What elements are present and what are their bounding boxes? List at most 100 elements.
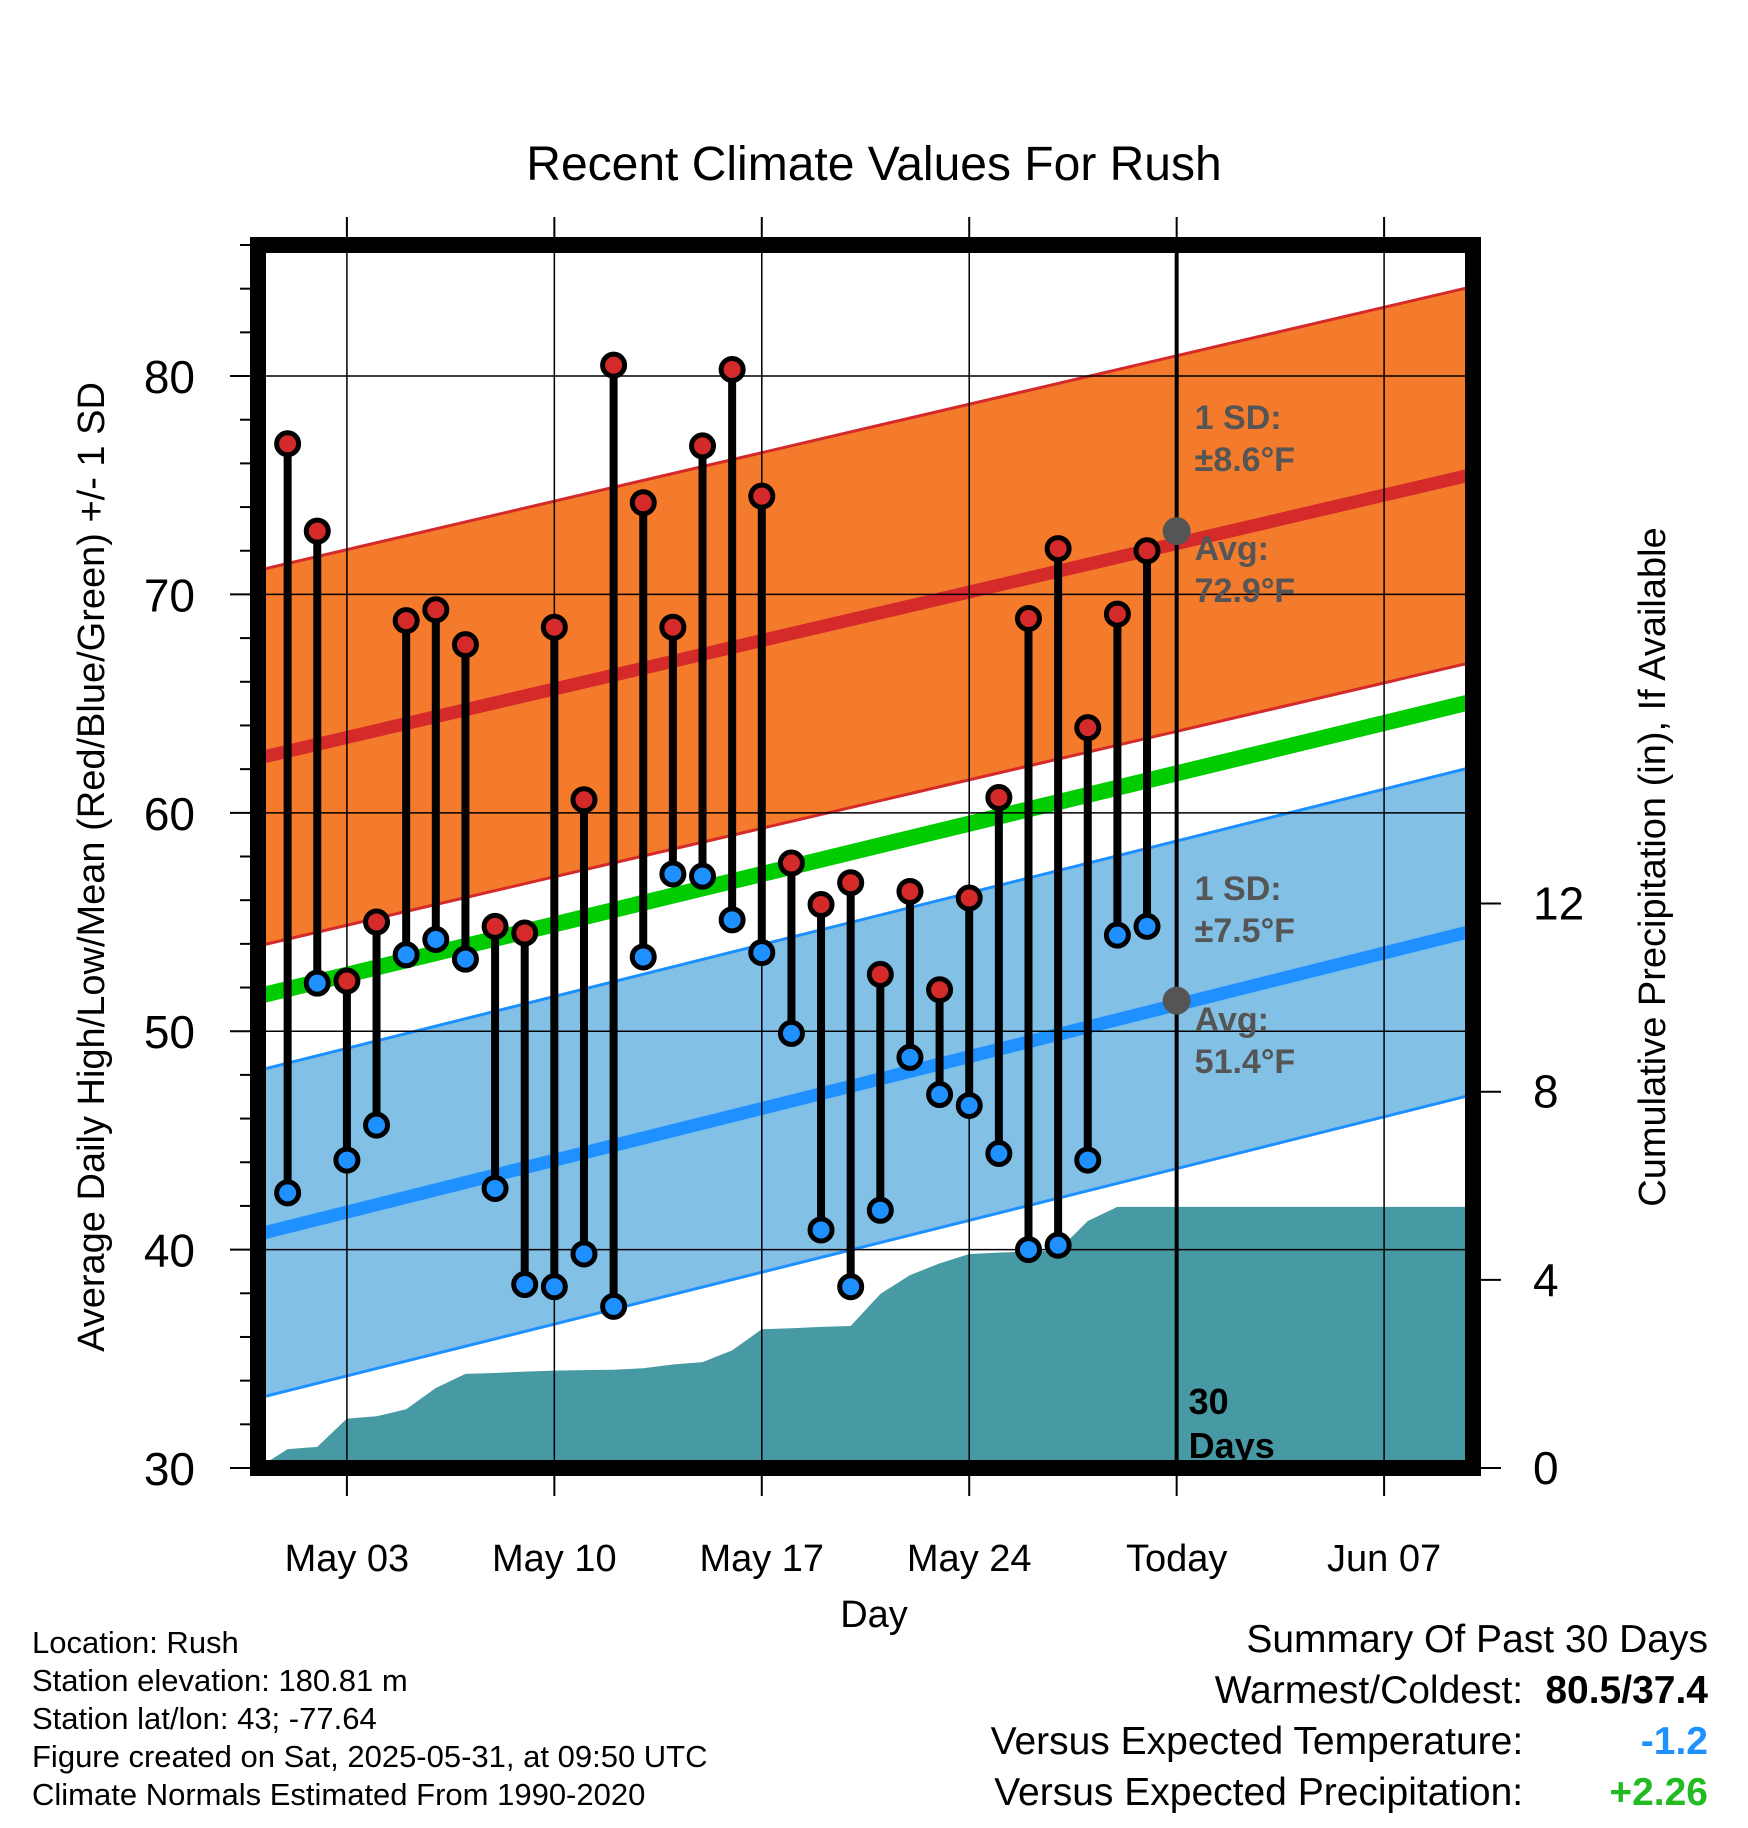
daily-low-point [718, 906, 746, 934]
daily-high-point [659, 613, 687, 641]
y2-axis-label: Cumulative Precipitation (in), If Availa… [1632, 527, 1674, 1206]
x-axis-label: Day [840, 1594, 908, 1636]
daily-low-point [1044, 1231, 1072, 1259]
daily-low-point [392, 941, 420, 969]
normals-text: Climate Normals Estimated From 1990-2020 [32, 1777, 646, 1812]
daily-low-point [1074, 1146, 1102, 1174]
daily-low-point [629, 943, 657, 971]
daily-low-point [837, 1273, 865, 1301]
y-tick-label: 40 [144, 1225, 195, 1277]
high-normal-line [258, 467, 1473, 765]
location-text: Location: Rush [32, 1625, 239, 1660]
daily-low-point [896, 1043, 924, 1071]
daily-high-point [600, 351, 628, 379]
daily-high-point [274, 430, 302, 458]
x-tick-label: May 17 [699, 1538, 824, 1580]
daily-high-point [955, 884, 983, 912]
daily-high-point [807, 891, 835, 919]
daily-low-point [451, 945, 479, 973]
y2-tick-label: 0 [1533, 1442, 1559, 1494]
daily-high-point [1133, 537, 1161, 565]
x-tick-label: Today [1126, 1538, 1227, 1580]
x-tick-label: May 24 [907, 1538, 1032, 1580]
daily-high-point [629, 489, 657, 517]
low-avg-label: Avg: [1195, 1001, 1269, 1039]
daily-low-point [807, 1216, 835, 1244]
precip-value: +2.26 [1609, 1771, 1708, 1814]
precip-row: Versus Expected Precipitation: +2.26 [991, 1767, 1708, 1818]
today-window-label-1: 30 [1189, 1381, 1229, 1422]
daily-low-point [274, 1179, 302, 1207]
temp-value: -1.2 [1640, 1720, 1708, 1763]
x-tick-label: May 10 [492, 1538, 617, 1580]
temp-row: Versus Expected Temperature: -1.2 [991, 1716, 1708, 1767]
daily-high-point [866, 960, 894, 988]
daily-low-point [955, 1091, 983, 1119]
latlon-text: Station lat/lon: 43; -77.64 [32, 1701, 377, 1736]
daily-high-point [422, 596, 450, 624]
daily-low-point [689, 862, 717, 890]
high-avg-value: 72.9°F [1195, 572, 1296, 610]
daily-low-point [600, 1292, 628, 1320]
daily-high-point [570, 786, 598, 814]
y-tick-label: 70 [144, 569, 195, 621]
daily-high-point [363, 908, 391, 936]
y2-tick-label: 8 [1533, 1066, 1559, 1118]
daily-high-point [392, 607, 420, 635]
daily-high-point [481, 912, 509, 940]
high-sd-value: ±8.6°F [1195, 441, 1295, 479]
daily-high-point [333, 967, 361, 995]
plot-area [258, 245, 1473, 1468]
warm-cold-label: Warmest/Coldest: [1214, 1669, 1524, 1712]
y2-tick-label: 12 [1533, 878, 1584, 930]
daily-high-point [1044, 535, 1072, 563]
station-info: Location: Rush Station elevation: 180.81… [32, 1624, 708, 1814]
x-tick-label: May 03 [285, 1538, 410, 1580]
daily-low-point [1103, 921, 1131, 949]
daily-high-point [689, 432, 717, 460]
daily-low-point [659, 860, 687, 888]
daily-low-point [985, 1140, 1013, 1168]
daily-low-point [1014, 1236, 1042, 1264]
daily-low-point [926, 1081, 954, 1109]
y2-tick-label: 4 [1533, 1254, 1559, 1306]
daily-low-point [511, 1271, 539, 1299]
daily-low-point [481, 1174, 509, 1202]
high-sd-label: 1 SD: [1195, 399, 1282, 437]
daily-high-point [540, 613, 568, 641]
plot-frame [250, 237, 1481, 1476]
warm-cold-value: 80.5/37.4 [1545, 1669, 1708, 1712]
daily-high-point [451, 631, 479, 659]
daily-low-point [866, 1196, 894, 1224]
x-tick-label: Jun 07 [1327, 1538, 1441, 1580]
daily-high-point [985, 784, 1013, 812]
daily-high-point [837, 869, 865, 897]
daily-low-point [1133, 912, 1161, 940]
precip-area [258, 1206, 1473, 1468]
low-avg-value: 51.4°F [1195, 1043, 1296, 1081]
daily-low-point [570, 1240, 598, 1268]
today-window-label-2: Days [1189, 1425, 1275, 1466]
daily-high-point [1074, 714, 1102, 742]
y-axis-label: Average Daily High/Low/Mean (Red/Blue/Gr… [71, 382, 113, 1352]
daily-high-point [1014, 604, 1042, 632]
daily-low-point [777, 1019, 805, 1047]
summary-heading: Summary Of Past 30 Days [1246, 1618, 1708, 1661]
daily-high-point [777, 849, 805, 877]
high-avg-label: Avg: [1195, 530, 1269, 568]
daily-high-point [511, 919, 539, 947]
daily-low-point [748, 939, 776, 967]
low-sd-value: ±7.5°F [1195, 912, 1295, 950]
daily-low-point [422, 925, 450, 953]
created-text: Figure created on Sat, 2025-05-31, at 09… [32, 1739, 708, 1774]
daily-low-point [303, 969, 331, 997]
warm-cold-row: Warmest/Coldest: 80.5/37.4 [991, 1665, 1708, 1716]
temp-label: Versus Expected Temperature: [990, 1720, 1524, 1763]
daily-low-point [540, 1273, 568, 1301]
y-tick-label: 30 [144, 1443, 195, 1495]
y-tick-label: 60 [144, 788, 195, 840]
elevation-text: Station elevation: 180.81 m [32, 1663, 408, 1698]
daily-high-point [926, 976, 954, 1004]
daily-high-point [303, 517, 331, 545]
